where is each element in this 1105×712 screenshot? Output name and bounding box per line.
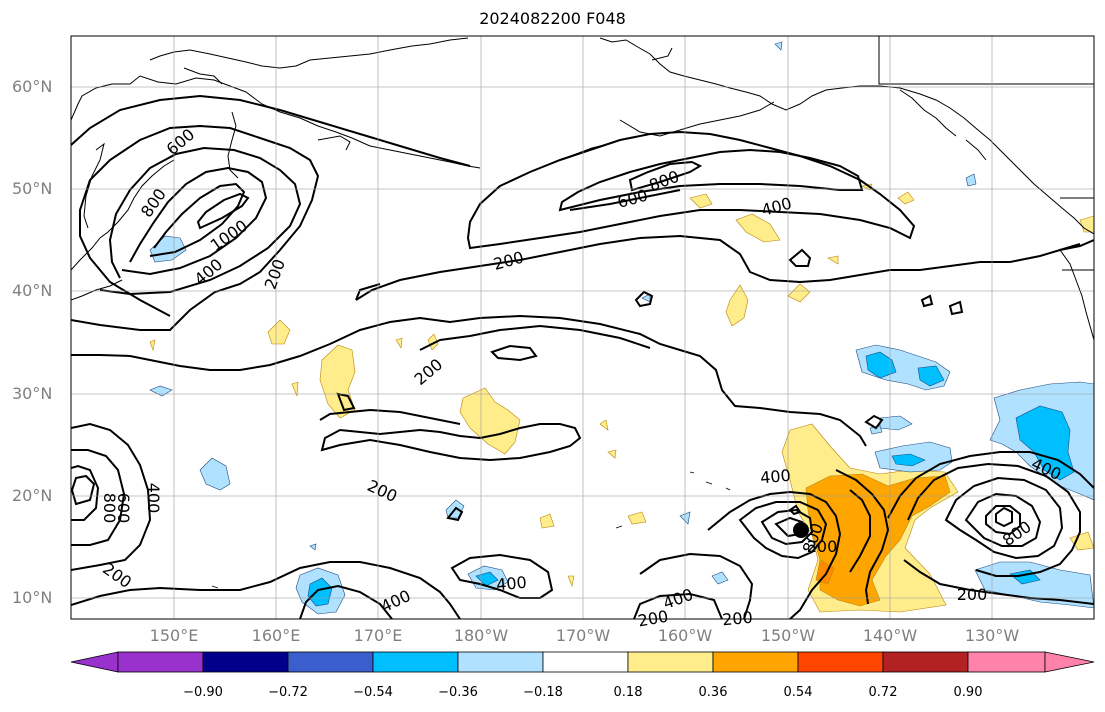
colorbar-segment: [882, 651, 969, 673]
lon-label-160w: 160°W: [657, 626, 713, 645]
colorbar-segment: [287, 651, 374, 673]
lon-label-170e: 170°E: [353, 626, 403, 645]
islands: [211, 471, 731, 589]
colorbar-segment: [372, 651, 459, 673]
lon-label-130w: 130°W: [964, 626, 1020, 645]
colorbar-segment: [627, 651, 714, 673]
colorbar-tick-label: 0.18: [613, 685, 643, 700]
country-borders: [878, 36, 1094, 271]
negative-shading: [149, 41, 1094, 615]
colorbar-tick-label: −0.18: [523, 685, 563, 700]
height-contours: [71, 94, 1094, 619]
colorbar-segment: [967, 651, 1046, 673]
colorbar-segment: [542, 651, 629, 673]
lon-label-150w: 150°W: [760, 626, 816, 645]
lon-label-160e: 160°E: [251, 626, 301, 645]
colorbar-extend-high: [1044, 651, 1095, 673]
colorbar-segment: [202, 651, 289, 673]
colorbar-tick-label: 0.54: [783, 685, 813, 700]
lat-label-20n: 20°N: [12, 486, 53, 505]
map-plot-area: 600 800 1000 400 200 600 800 400 200 200…: [70, 35, 1095, 631]
contour-label: 600: [114, 493, 133, 524]
lat-label-60n: 60°N: [12, 77, 53, 96]
lon-label-180w: 180°W: [453, 626, 509, 645]
contour-label: 400: [759, 466, 791, 488]
colorbar-extend-low: [70, 651, 119, 673]
lat-label-50n: 50°N: [12, 179, 53, 198]
contour-label: 800: [100, 493, 119, 524]
contour-label: 400: [495, 573, 527, 595]
contour-label: 200: [957, 585, 988, 604]
colorbar-tick-label: −0.36: [438, 685, 478, 700]
lon-label-170w: 170°W: [555, 626, 611, 645]
lon-label-150e: 150°E: [149, 626, 199, 645]
lon-label-140w: 140°W: [862, 626, 918, 645]
colorbar-tick-label: 0.90: [953, 685, 983, 700]
colorbar: [70, 651, 1095, 673]
coastlines: [71, 37, 1094, 341]
contour-label: 400: [144, 483, 163, 514]
lat-label-40n: 40°N: [12, 281, 53, 300]
colorbar-segment: [712, 651, 799, 673]
colorbar-tick-label: −0.54: [353, 685, 393, 700]
contour-label: 200: [807, 537, 838, 556]
colorbar-tick-label: 0.72: [868, 685, 898, 700]
gridlines: [71, 36, 1094, 619]
colorbar-tick-label: −0.72: [268, 685, 308, 700]
colorbar-tick-label: 0.36: [698, 685, 728, 700]
colorbar-segment: [457, 651, 544, 673]
colorbar-segment: [117, 651, 204, 673]
colorbar-tick-label: −0.90: [183, 685, 223, 700]
map-frame: [70, 35, 1095, 620]
lat-label-30n: 30°N: [12, 384, 53, 403]
lat-label-10n: 10°N: [12, 588, 53, 607]
colorbar-segment: [797, 651, 884, 673]
storm-center-dot: [793, 522, 809, 538]
map-title: 2024082200 F048: [479, 9, 626, 28]
